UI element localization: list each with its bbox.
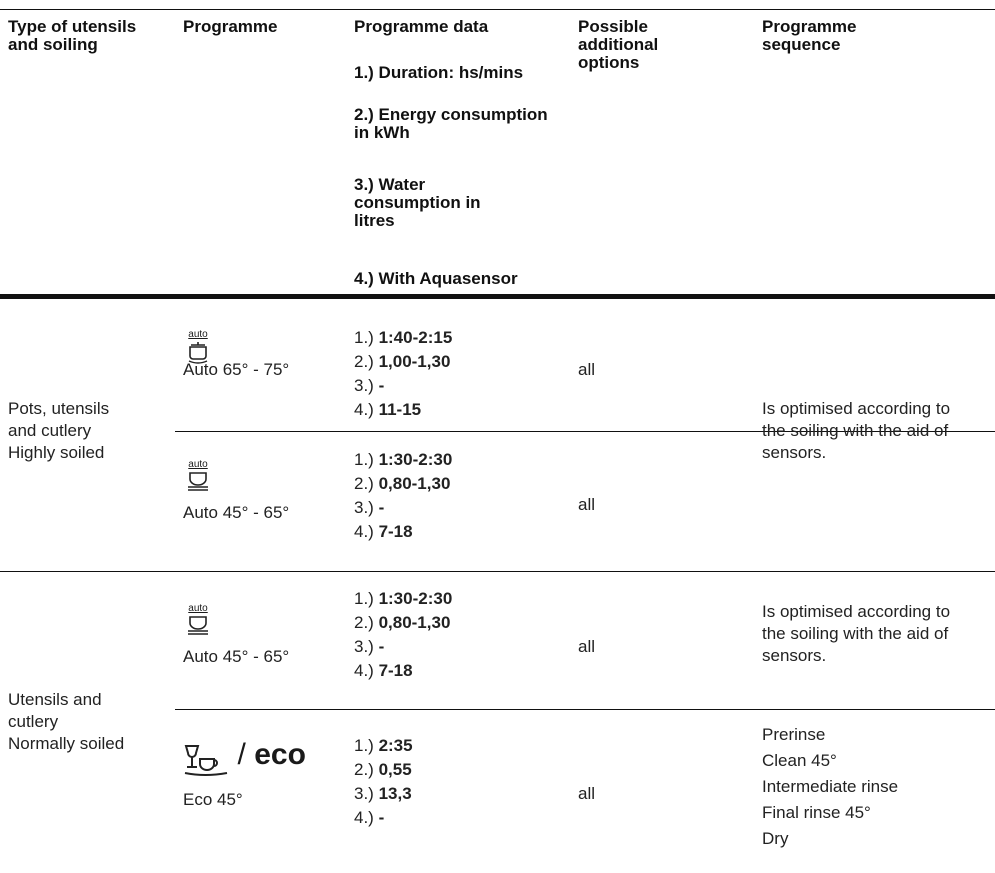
row3-sequence: Is optimised according to the soiling wi…	[762, 602, 951, 665]
glass-cup-eco-icon: / eco	[183, 740, 306, 777]
header-options: Possible additional options	[578, 17, 659, 72]
auto-label: auto	[188, 603, 208, 614]
row2-programme: Auto 45° - 65°	[183, 503, 290, 522]
eco-word: eco	[254, 738, 306, 771]
icon-slash: /	[237, 738, 246, 771]
group-divider	[0, 571, 995, 572]
row3-data: 1.) 1:30-2:30 2.) 0,80-1,30 3.) - 4.) 7-…	[354, 589, 453, 680]
row4-programme: Eco 45°	[183, 790, 243, 809]
header-divider	[0, 294, 995, 299]
header-data-item-1: 1.) Duration: hs/mins	[354, 63, 524, 82]
header-data-item-3: 3.) Water consumption in litres	[354, 175, 481, 230]
row1-divider	[175, 431, 995, 432]
header-data-item-4: 4.) With Aquasensor	[354, 269, 518, 288]
row3-options: all	[578, 637, 596, 656]
group2-type: Utensils and cutlery Normally soiled	[8, 690, 125, 753]
pot-auto-icon: auto	[185, 330, 211, 369]
header-programme: Programme	[183, 17, 278, 36]
bowl-auto-icon: auto	[185, 604, 211, 641]
row1-data: 1.) 1:40-2:15 2.) 1,00-1,30 3.) - 4.) 11…	[354, 328, 453, 419]
top-rule	[0, 9, 995, 10]
header-sequence: Programme sequence	[762, 17, 857, 54]
group1-sequence: Is optimised according to the soiling wi…	[762, 399, 951, 462]
row3-divider	[175, 709, 995, 710]
row2-data: 1.) 1:30-2:30 2.) 0,80-1,30 3.) - 4.) 7-…	[354, 450, 453, 541]
group1-type: Pots, utensils and cutlery Highly soiled	[8, 399, 110, 462]
header-data-item-2: 2.) Energy consumption in kWh	[354, 105, 548, 142]
auto-label: auto	[188, 329, 208, 340]
auto-label: auto	[188, 459, 208, 470]
row1-options: all	[578, 360, 596, 379]
row4-options: all	[578, 784, 596, 803]
header-type: Type of utensils and soiling	[8, 17, 137, 54]
row2-options: all	[578, 495, 596, 514]
bowl-auto-icon: auto	[185, 460, 211, 497]
row3-programme: Auto 45° - 65°	[183, 647, 290, 666]
row1-programme: Auto 65° - 75°	[183, 360, 290, 379]
header-programme-data: Programme data	[354, 17, 489, 36]
row4-sequence: Prerinse Clean 45° Intermediate rinse Fi…	[762, 725, 899, 848]
row4-data: 1.) 2:35 2.) 0,55 3.) 13,3 4.) -	[354, 736, 413, 827]
